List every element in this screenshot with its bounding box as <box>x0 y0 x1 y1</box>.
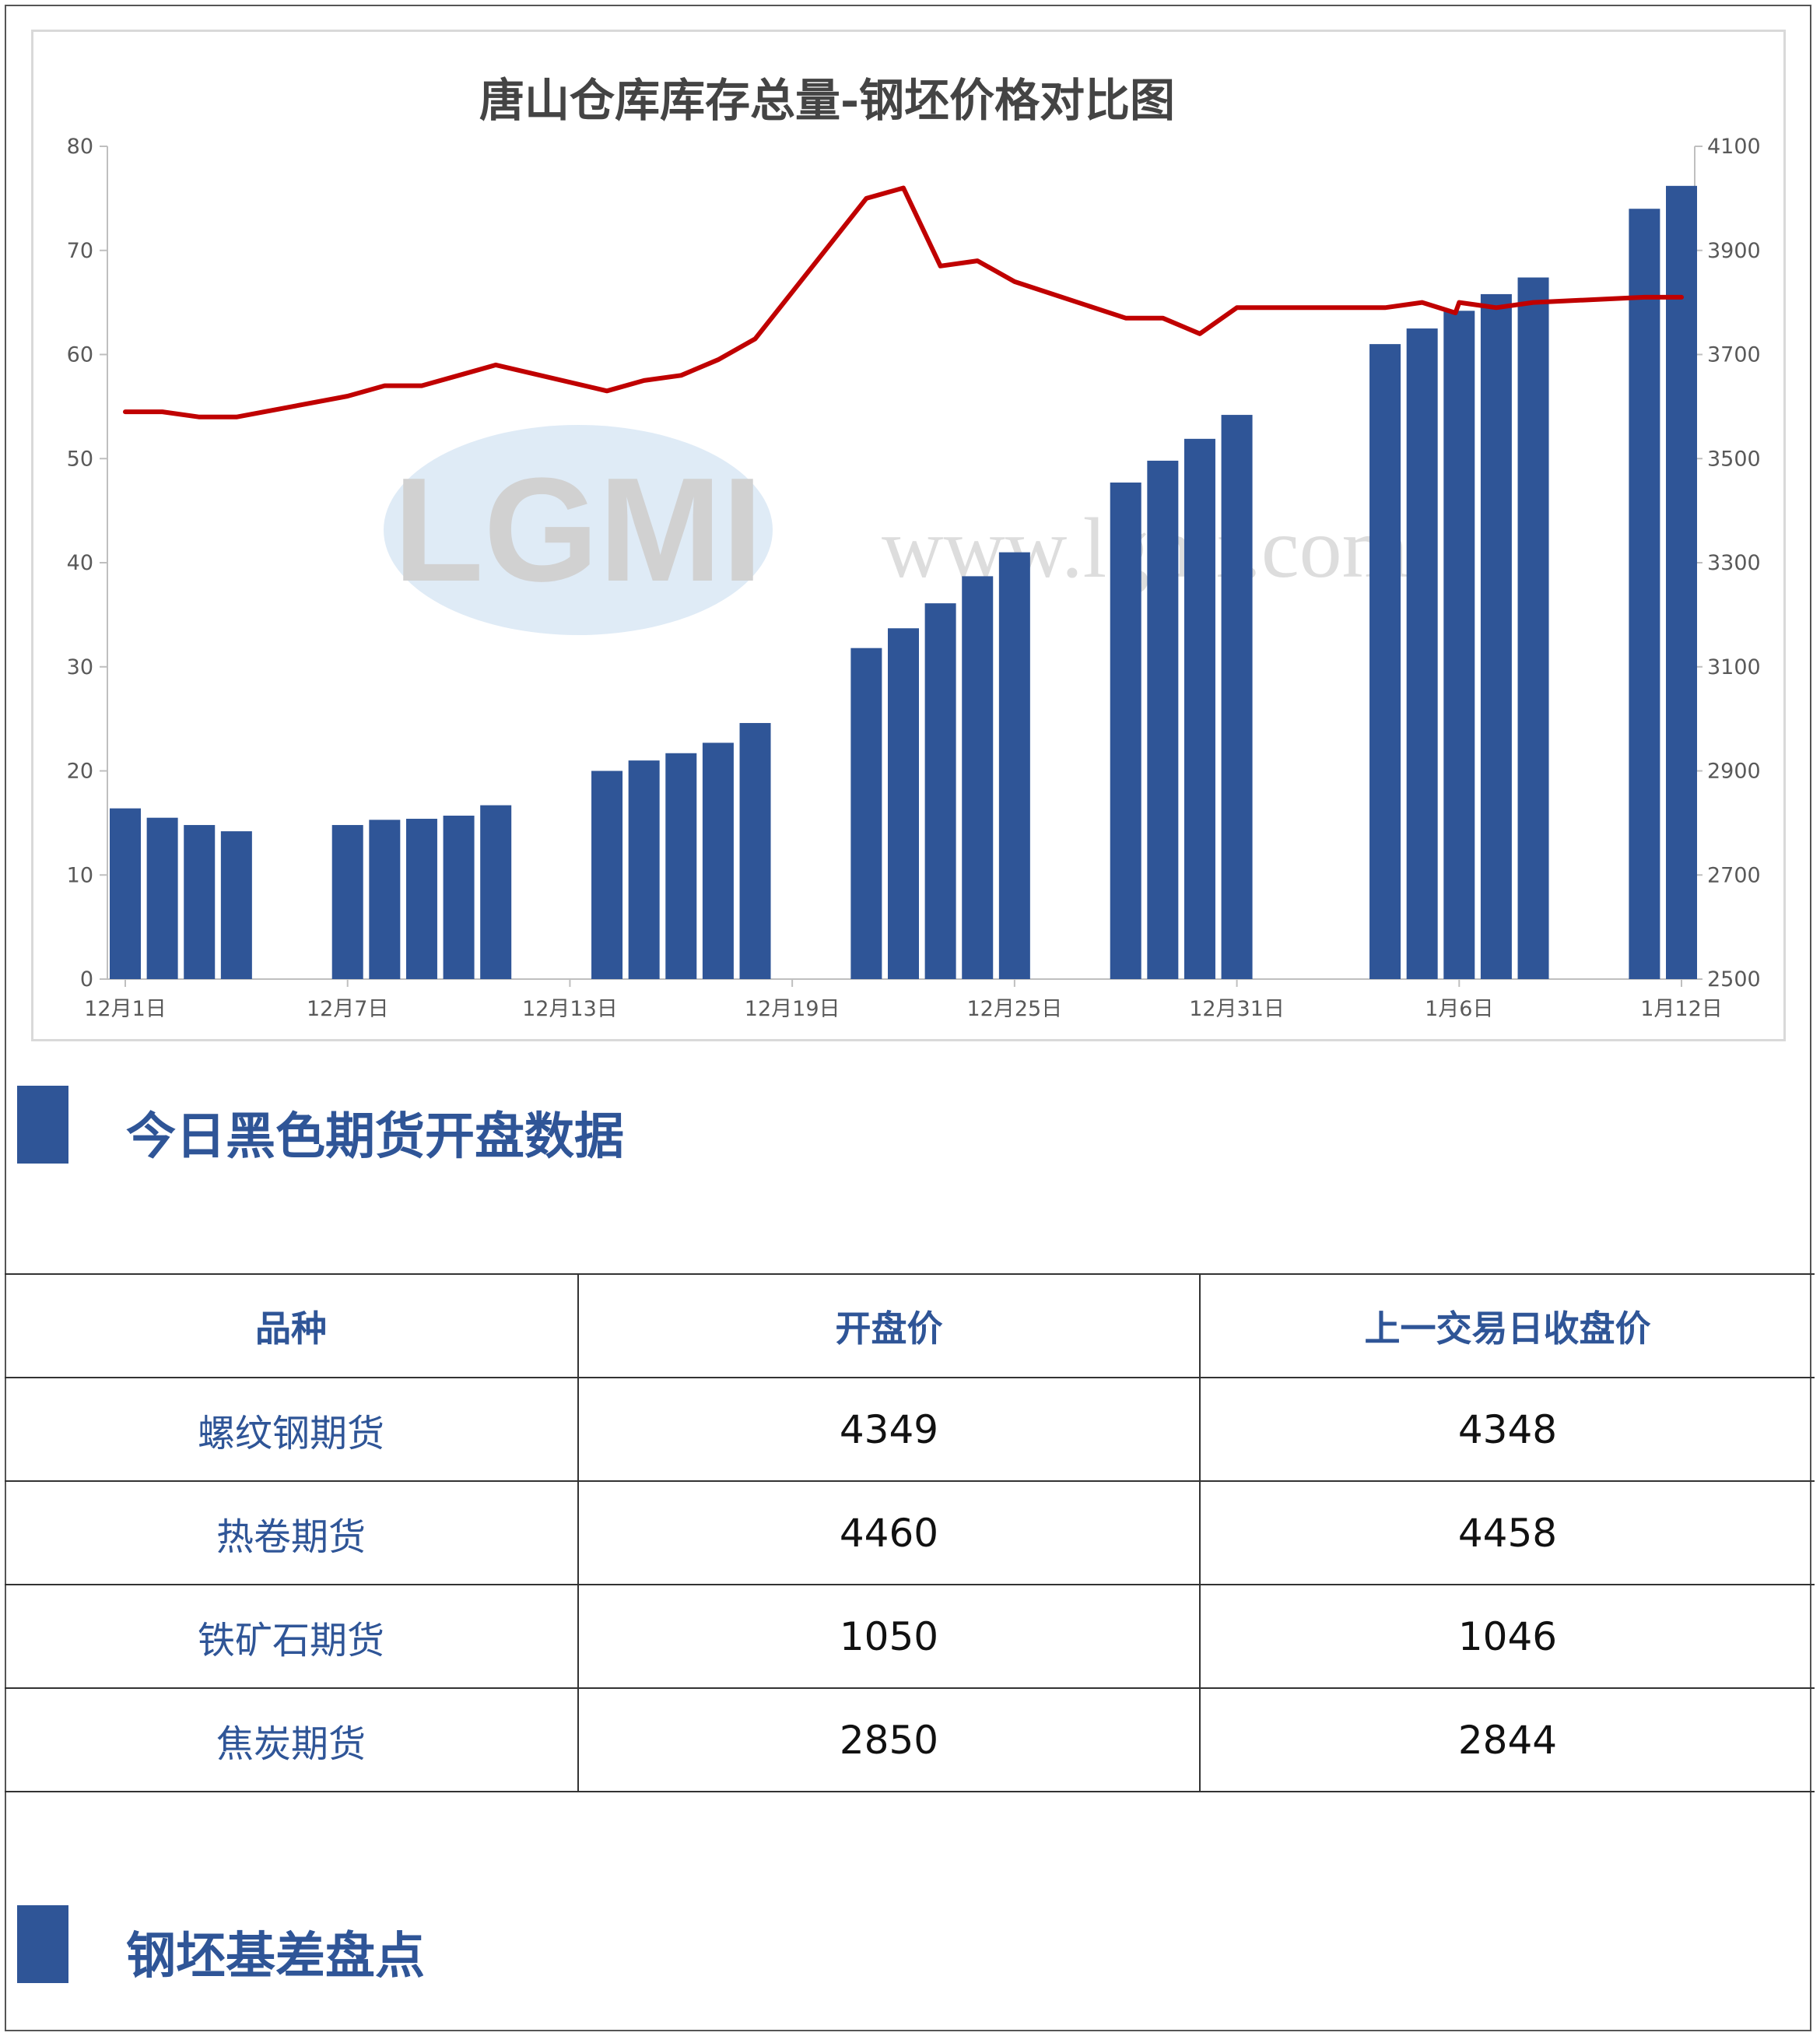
inventory-bar <box>331 825 363 979</box>
inventory-bar <box>480 805 512 979</box>
left-tick-label: 0 <box>80 967 93 992</box>
inventory-bar <box>888 628 919 979</box>
watermark: LGMI www.lgmi.com <box>384 425 1408 635</box>
x-tick-label: 12月1日 <box>84 997 167 1021</box>
inventory-bar <box>924 603 956 979</box>
inventory-bar <box>1369 344 1401 979</box>
inventory-bar <box>220 831 252 979</box>
right-tick-label: 3500 <box>1707 447 1761 471</box>
inventory-bar <box>146 817 178 979</box>
variety-cell: 铁矿石期货 <box>5 1584 579 1689</box>
right-tick-label: 2900 <box>1707 760 1761 784</box>
table-row: 铁矿石期货 1050 1046 <box>5 1584 1815 1689</box>
right-tick-label: 3700 <box>1707 343 1761 367</box>
right-tick-label: 2500 <box>1707 967 1761 992</box>
variety-cell: 螺纹钢期货 <box>5 1377 579 1482</box>
table-header-row: 品种 开盘价 上一交易日收盘价 <box>5 1273 1815 1378</box>
inventory-bar <box>110 808 141 979</box>
inventory-bar <box>405 819 437 979</box>
left-tick-label: 20 <box>67 760 93 784</box>
table-row: 螺纹钢期货 4349 4348 <box>5 1377 1815 1482</box>
page-frame <box>5 5 1811 2031</box>
table-row: 焦炭期货 2850 2844 <box>5 1687 1815 1792</box>
inventory-bar <box>1517 277 1549 979</box>
inventory-bar <box>1406 328 1438 979</box>
right-tick-label: 4100 <box>1707 135 1761 159</box>
open-price-cell: 2850 <box>577 1687 1201 1792</box>
section-header-billet-basis: 钢坯基差盘点 <box>17 1905 1106 1985</box>
inventory-bar <box>443 816 475 979</box>
section-title: 今日黑色期货开盘数据 <box>126 1108 624 1166</box>
prev-close-cell: 2844 <box>1199 1687 1815 1792</box>
futures-open-table: 品种 开盘价 上一交易日收盘价 螺纹钢期货 4349 4348 热卷期货 446… <box>5 1273 1815 1792</box>
inventory-price-chart: LGMI www.lgmi.com 唐山仓库库存总量-钢坯价格对比图 0 10 20 30 4… <box>67 74 1761 1021</box>
x-tick-label: 1月12日 <box>1640 997 1723 1021</box>
billet-price-line <box>123 185 1684 419</box>
left-tick-label: 10 <box>67 863 93 887</box>
inventory-bar <box>665 753 697 979</box>
watermark-logo-icon <box>384 425 773 635</box>
chart-container: LGMI www.lgmi.com 唐山仓库库存总量-钢坯价格对比图 0 10 20 30 4… <box>31 30 1786 1041</box>
open-price-cell: 4349 <box>577 1377 1201 1482</box>
right-tick-label: 2700 <box>1707 863 1761 887</box>
inventory-bar <box>1110 483 1141 979</box>
inventory-bar <box>369 820 401 979</box>
open-price-cell: 4460 <box>577 1480 1201 1585</box>
right-tick-label: 3100 <box>1707 655 1761 679</box>
variety-cell: 焦炭期货 <box>5 1687 579 1792</box>
x-tick-label: 12月19日 <box>745 997 840 1021</box>
inventory-bar <box>962 576 994 979</box>
right-tick-label: 3300 <box>1707 551 1761 575</box>
x-tick-label: 12月25日 <box>966 997 1062 1021</box>
prev-close-cell: 4458 <box>1199 1480 1815 1585</box>
section-marker <box>17 1086 68 1164</box>
x-tick-label: 12月7日 <box>307 997 389 1021</box>
inventory-bar <box>1480 293 1512 979</box>
watermark-url: www.lgmi.com <box>882 500 1408 595</box>
left-tick-label: 50 <box>67 447 93 471</box>
section-header-futures: 今日黑色期货开盘数据 <box>17 1086 1106 1166</box>
inventory-bar <box>628 760 660 979</box>
section-marker <box>17 1905 68 1983</box>
inventory-bar <box>1147 460 1179 979</box>
left-tick-label: 70 <box>67 239 93 263</box>
variety-cell: 热卷期货 <box>5 1480 579 1585</box>
inventory-bar <box>1666 185 1697 979</box>
inventory-bar <box>591 771 623 979</box>
inventory-bar <box>184 825 216 979</box>
inventory-bar <box>850 648 882 979</box>
x-tick-label: 12月31日 <box>1189 997 1285 1021</box>
left-tick-label: 40 <box>67 551 93 575</box>
table-row: 热卷期货 4460 4458 <box>5 1480 1815 1585</box>
inventory-bar <box>739 722 771 979</box>
prev-close-cell: 4348 <box>1199 1377 1815 1482</box>
chart-title: 唐山仓库库存总量-钢坯价格对比图 <box>479 74 1175 127</box>
prev-close-cell: 1046 <box>1199 1584 1815 1689</box>
section-title: 钢坯基差盘点 <box>126 1928 425 1985</box>
inventory-bar <box>1221 415 1253 979</box>
left-tick-label: 30 <box>67 655 93 679</box>
column-header: 开盘价 <box>577 1273 1201 1378</box>
open-price-cell: 1050 <box>577 1584 1201 1689</box>
inventory-bar <box>702 742 734 979</box>
column-header: 品种 <box>5 1273 579 1378</box>
right-tick-label: 3900 <box>1707 239 1761 263</box>
x-tick-label: 12月13日 <box>522 997 618 1021</box>
inventory-bar <box>1443 311 1475 979</box>
inventory-bar <box>1184 438 1215 979</box>
inventory-bar <box>1629 209 1660 979</box>
x-tick-label: 1月6日 <box>1425 997 1493 1021</box>
left-tick-label: 80 <box>67 135 93 159</box>
left-tick-label: 60 <box>67 343 93 367</box>
watermark-logo-text: LGMI <box>394 448 763 613</box>
inventory-bar <box>998 552 1030 979</box>
column-header: 上一交易日收盘价 <box>1199 1273 1815 1378</box>
